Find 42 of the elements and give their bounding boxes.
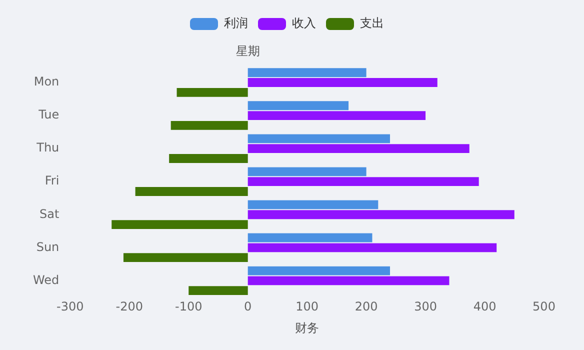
y-tick-label: Fri (44, 174, 60, 188)
y-tick-label: Sat (39, 206, 60, 221)
y-tick-label: Thu (36, 140, 60, 155)
legend-label: 收入 (292, 16, 316, 30)
bar (248, 276, 450, 286)
bar (248, 78, 438, 87)
legend-label: 利润 (224, 16, 248, 30)
bar (169, 154, 248, 163)
x-tick-label: 0 (244, 300, 252, 314)
bar (248, 111, 426, 120)
x-tick-label: -200 (116, 300, 144, 314)
y-tick-label: Tue (38, 108, 60, 122)
bar (248, 144, 470, 154)
bar (188, 286, 248, 296)
bar (248, 200, 378, 210)
bar (248, 243, 497, 252)
y-tick-label: Wed (32, 272, 60, 287)
x-tick-label: 500 (532, 300, 556, 314)
bar (248, 233, 372, 242)
bar (123, 253, 248, 262)
bar (248, 167, 366, 176)
x-tick-label: 200 (354, 300, 378, 314)
x-tick-label: -100 (175, 300, 202, 314)
bar (248, 177, 479, 186)
bar (248, 210, 514, 220)
bar (176, 88, 248, 97)
bar (135, 187, 248, 196)
bar (170, 120, 248, 130)
x-tick-label: 300 (414, 300, 437, 314)
legend-label: 支出 (360, 16, 384, 30)
y-tick-label: Mon (34, 74, 60, 89)
x-tick-label: 400 (473, 300, 496, 314)
x-tick-label: 100 (296, 300, 319, 314)
bar (248, 134, 390, 144)
x-axis-title: 财务 (295, 320, 320, 335)
bar (248, 101, 349, 110)
bar (248, 68, 366, 78)
bar (248, 266, 390, 276)
x-tick-label: -300 (56, 300, 84, 314)
y-tick-label: Sun (36, 240, 60, 254)
bar (112, 220, 248, 229)
y-axis-title: 星期 (236, 44, 260, 58)
